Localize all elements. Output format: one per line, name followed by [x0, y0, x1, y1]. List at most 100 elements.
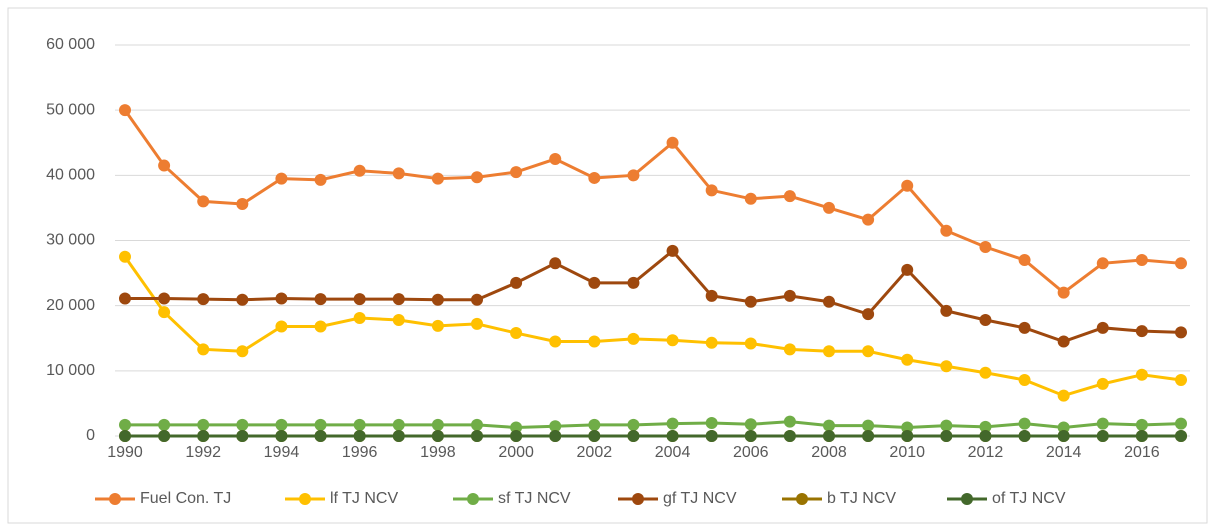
- x-tick-label: 2010: [889, 444, 925, 461]
- data-point: [627, 430, 640, 442]
- data-point: [1096, 430, 1109, 442]
- data-point: [158, 292, 171, 305]
- data-point: [1018, 254, 1031, 267]
- data-point: [744, 430, 757, 442]
- x-tick-label: 2008: [811, 444, 847, 461]
- data-point: [314, 430, 327, 442]
- data-point: [823, 201, 835, 214]
- data-point: [314, 173, 327, 186]
- x-tick-label: 2002: [577, 444, 613, 461]
- data-point: [119, 418, 131, 431]
- data-point: [901, 179, 914, 192]
- data-point: [549, 335, 562, 348]
- y-tick-label: 30 000: [46, 232, 95, 249]
- data-point: [744, 337, 757, 350]
- data-point: [549, 420, 562, 433]
- x-tick-label: 2004: [655, 444, 691, 461]
- x-tick-label: 2012: [968, 444, 1004, 461]
- data-point: [783, 415, 796, 428]
- data-point: [1135, 254, 1148, 267]
- data-point: [510, 327, 523, 340]
- data-point: [1018, 430, 1031, 442]
- data-point: [1175, 430, 1187, 442]
- x-tick-label: 2014: [1046, 444, 1082, 461]
- data-point: [1057, 286, 1070, 299]
- x-tick-label: 1996: [342, 444, 378, 461]
- series-line: [123, 255, 1182, 398]
- data-point: [197, 418, 210, 431]
- data-point: [666, 430, 679, 442]
- data-point: [314, 320, 327, 333]
- data-point: [549, 257, 562, 270]
- data-point: [392, 430, 405, 442]
- data-point: [431, 418, 444, 431]
- data-point: [979, 420, 992, 433]
- data-point: [744, 295, 757, 308]
- data-point: [1096, 417, 1109, 430]
- data-point: [431, 293, 444, 306]
- chart-frame: [7, 7, 1208, 524]
- data-point: [979, 366, 992, 379]
- data-point: [471, 293, 483, 306]
- data-point: [783, 430, 796, 442]
- data-point: [666, 244, 679, 257]
- data-point: [510, 276, 523, 289]
- data-point: [236, 418, 249, 431]
- legend-label: lf TJ NCV: [330, 490, 398, 507]
- data-point: [666, 334, 679, 347]
- y-tick-label: 0: [86, 427, 95, 444]
- data-point: [1175, 257, 1187, 270]
- data-point: [119, 292, 131, 305]
- data-point: [431, 319, 444, 332]
- data-point: [588, 418, 601, 431]
- data-point: [353, 164, 366, 177]
- data-point: [471, 430, 483, 442]
- data-point: [431, 430, 444, 442]
- data-point: [940, 360, 953, 373]
- data-point: [823, 419, 835, 432]
- data-point: [197, 343, 210, 356]
- data-point: [392, 314, 405, 327]
- y-tick-label: 40 000: [46, 167, 95, 184]
- data-point: [705, 184, 718, 197]
- data-point: [979, 314, 992, 327]
- data-point: [158, 418, 171, 431]
- data-point: [901, 263, 914, 276]
- data-point: [510, 166, 523, 179]
- x-tick-label: 2006: [733, 444, 769, 461]
- data-point: [1135, 368, 1148, 381]
- data-point: [1135, 418, 1148, 431]
- data-point: [1135, 325, 1148, 338]
- data-point: [314, 293, 327, 306]
- data-point: [471, 418, 483, 431]
- data-point: [1057, 335, 1070, 348]
- data-point: [705, 289, 718, 302]
- data-point: [1018, 417, 1031, 430]
- data-point: [588, 430, 601, 442]
- data-point: [588, 171, 601, 184]
- data-point: [940, 430, 953, 442]
- data-point: [666, 417, 679, 430]
- data-point: [392, 167, 405, 180]
- data-point: [275, 418, 288, 431]
- data-point: [979, 430, 992, 442]
- data-point: [862, 308, 875, 321]
- series-line: [125, 420, 1182, 430]
- x-tick-label: 1990: [107, 444, 143, 461]
- data-point: [940, 224, 953, 237]
- legend-label: b TJ NCV: [827, 490, 896, 507]
- data-point: [510, 430, 523, 442]
- data-point: [588, 335, 601, 348]
- x-tick-label: 1998: [420, 444, 456, 461]
- legend-marker: [632, 493, 644, 505]
- data-point: [353, 430, 366, 442]
- data-point: [471, 171, 483, 184]
- data-point: [431, 172, 444, 185]
- data-point: [275, 172, 288, 185]
- x-tick-label: 2016: [1124, 444, 1160, 461]
- data-point: [862, 430, 875, 442]
- data-point: [158, 306, 171, 319]
- data-point: [1135, 430, 1148, 442]
- legend-marker: [299, 493, 311, 505]
- data-point: [1175, 417, 1187, 430]
